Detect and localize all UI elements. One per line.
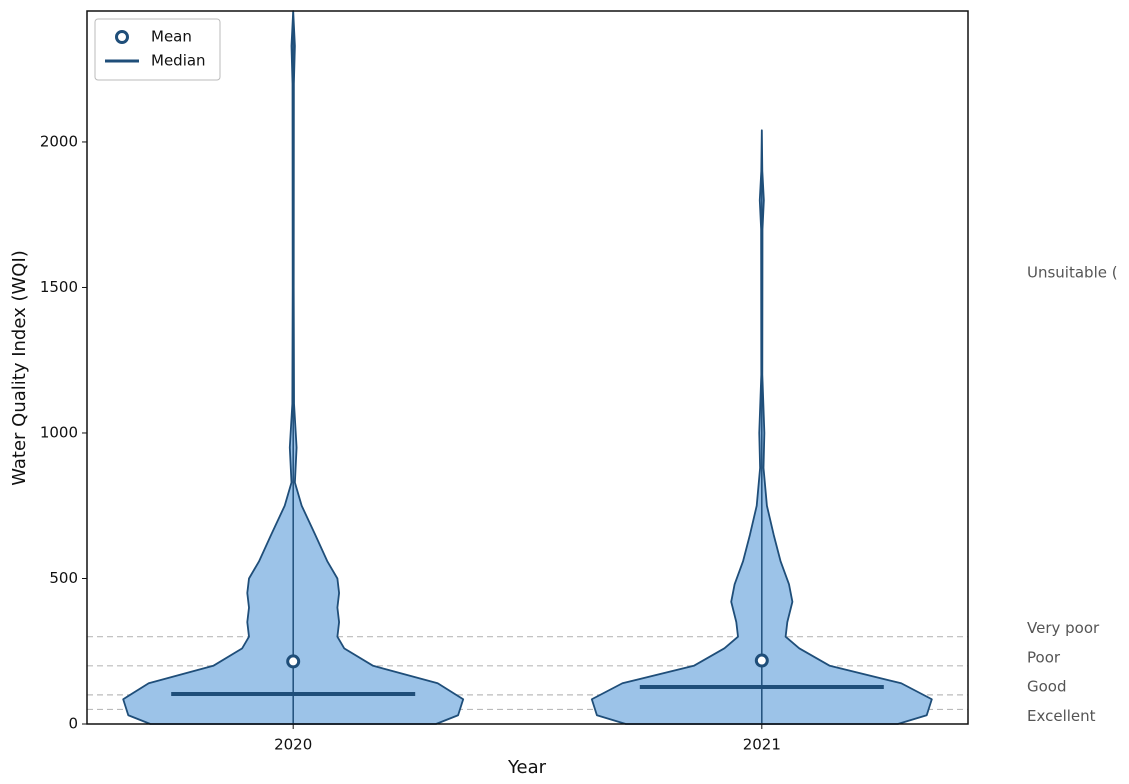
threshold-label: Poor [1027,648,1061,666]
y-tick-label: 1500 [40,278,78,296]
annotation: Unsuitable ( [1027,263,1118,281]
threshold-label: Good [1027,677,1067,695]
y-tick-label: 1000 [40,423,78,441]
x-tick-label: 2021 [743,736,781,754]
y-tick-label: 2000 [40,132,78,150]
y-tick-label: 0 [68,715,78,733]
mean-marker [286,654,301,669]
legend-mean-marker [115,30,129,44]
x-axis-label: Year [507,757,547,778]
legend-label: Median [151,52,206,70]
x-tick-label: 2020 [274,736,312,754]
plot-frame [86,10,969,725]
threshold-label: Very poor [1027,619,1100,637]
y-tick-label: 500 [49,569,78,587]
mean-marker [754,653,769,668]
y-axis-label: Water Quality Index (WQI) [9,250,30,486]
threshold-label: Excellent [1027,707,1096,725]
legend-label: Mean [151,28,192,46]
